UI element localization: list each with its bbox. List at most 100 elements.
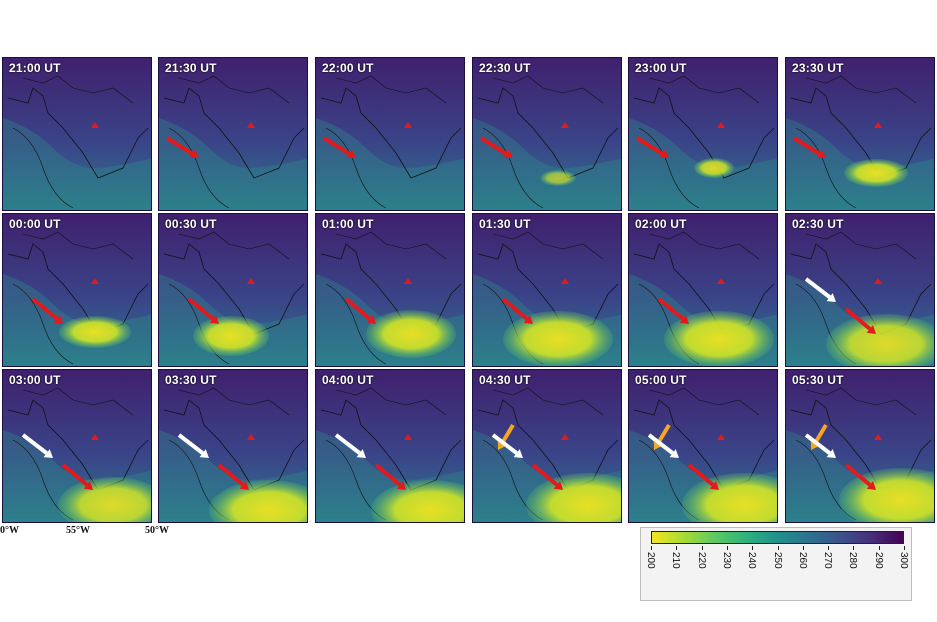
satellite-image: [786, 214, 934, 366]
white-arrow: [177, 433, 209, 458]
cloud-system: [526, 473, 621, 522]
target-marker: [874, 434, 882, 440]
colorbar-tick-label: 260: [796, 552, 808, 569]
satellite-image: [316, 58, 464, 210]
colorbar-tick-label: 280: [847, 552, 859, 569]
panel-time-label: 01:30 UT: [479, 217, 531, 231]
satellite-image: [159, 214, 307, 366]
white-arrow: [21, 433, 53, 458]
red-arrow: [792, 136, 826, 158]
satellite-panel: 02:30 UT: [785, 213, 935, 367]
red-arrow: [531, 463, 563, 490]
colorbar-tick: [777, 546, 779, 550]
cloud-system: [826, 314, 934, 366]
target-marker: [247, 434, 255, 440]
target-marker: [717, 278, 725, 284]
white-arrow: [491, 433, 523, 458]
red-arrow: [374, 463, 406, 490]
satellite-image: [629, 214, 777, 366]
cloud-system: [371, 480, 464, 522]
satellite-image: [629, 58, 777, 210]
colorbar-tick: [828, 546, 830, 550]
satellite-panel: 05:30 UT: [785, 369, 935, 523]
satellite-image: [159, 370, 307, 522]
satellite-panel: 00:30 UT: [158, 213, 308, 367]
satellite-panel: 23:30 UT: [785, 57, 935, 211]
colorbar-tick-label: 200: [645, 552, 656, 569]
longitude-label-3: 50°W: [145, 525, 169, 536]
red-arrow: [61, 463, 93, 490]
red-arrow: [165, 136, 199, 158]
satellite-image: [316, 214, 464, 366]
target-marker: [561, 434, 569, 440]
colorbar-tick: [651, 546, 652, 550]
panel-time-label: 03:00 UT: [9, 373, 61, 387]
longitude-label-2: 55°W: [66, 525, 90, 536]
red-arrow: [187, 297, 219, 324]
satellite-panel: 04:00 UT: [315, 369, 465, 523]
panel-time-label: 21:00 UT: [9, 61, 61, 75]
red-arrow: [344, 297, 376, 324]
satellite-panel: 22:00 UT: [315, 57, 465, 211]
panel-time-label: 22:00 UT: [322, 61, 374, 75]
panel-time-label: 21:30 UT: [165, 61, 217, 75]
white-arrow: [804, 277, 836, 302]
satellite-image: [3, 214, 151, 366]
colorbar-tick: [904, 546, 905, 550]
red-arrow: [844, 463, 876, 490]
colorbar-tick-label: 250: [771, 552, 783, 569]
satellite-panel: 02:00 UT: [628, 213, 778, 367]
satellite-panel: 23:00 UT: [628, 57, 778, 211]
satellite-image: [159, 58, 307, 210]
red-arrow: [687, 463, 719, 490]
cloud-system: [694, 158, 734, 178]
red-arrow: [844, 307, 876, 334]
panel-time-label: 02:30 UT: [792, 217, 844, 231]
colorbar-tick-label: 220: [695, 552, 707, 569]
cloud-system: [193, 316, 269, 356]
colorbar-tick-label: 290: [872, 552, 884, 569]
satellite-image: [473, 214, 621, 366]
orange-arrow: [653, 423, 671, 450]
target-marker: [561, 122, 569, 128]
longitude-label-1: 0°W: [0, 525, 19, 536]
colorbar-tick-label: 300: [898, 552, 909, 569]
panel-time-label: 22:30 UT: [479, 61, 531, 75]
target-marker: [91, 122, 99, 128]
white-arrow: [334, 433, 366, 458]
satellite-panel: 21:00 UT: [2, 57, 152, 211]
red-arrow: [31, 297, 63, 324]
target-marker: [561, 278, 569, 284]
target-marker: [874, 122, 882, 128]
target-marker: [717, 122, 725, 128]
cloud-system: [682, 473, 777, 522]
colorbar-tick: [878, 546, 880, 550]
satellite-panel: 04:30 UT: [472, 369, 622, 523]
satellite-image: [629, 370, 777, 522]
colorbar-tick-label: 240: [746, 552, 758, 569]
white-arrow: [804, 433, 836, 458]
satellite-panel: 01:00 UT: [315, 213, 465, 367]
colorbar-tick: [752, 546, 754, 550]
cloud-system: [503, 311, 613, 366]
panel-time-label: 03:30 UT: [165, 373, 217, 387]
target-marker: [91, 278, 99, 284]
target-marker: [717, 434, 725, 440]
panel-time-label: 23:30 UT: [792, 61, 844, 75]
satellite-image: [3, 58, 151, 210]
red-arrow: [217, 463, 249, 490]
target-marker: [91, 434, 99, 440]
cloud-system: [366, 310, 456, 358]
panel-time-label: 00:30 UT: [165, 217, 217, 231]
cloud-system: [664, 311, 774, 366]
red-arrow: [635, 136, 669, 158]
target-marker: [404, 434, 412, 440]
satellite-panel: 03:00 UT: [2, 369, 152, 523]
white-arrow: [647, 433, 679, 458]
target-marker: [874, 278, 882, 284]
red-arrow: [479, 136, 513, 158]
panel-time-label: 02:00 UT: [635, 217, 687, 231]
red-arrow: [501, 297, 533, 324]
cloud-system: [540, 170, 576, 186]
colorbar-tick: [726, 546, 728, 550]
